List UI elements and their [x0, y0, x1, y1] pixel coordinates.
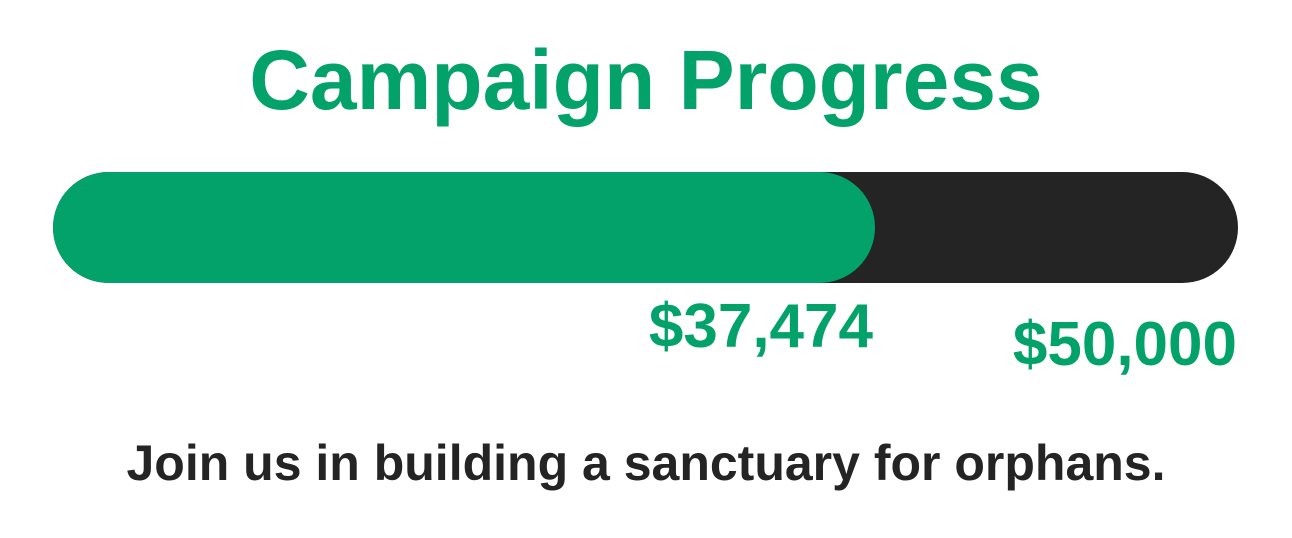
tagline: Join us in building a sanctuary for orph…: [126, 435, 1166, 491]
page-title: Campaign Progress: [249, 33, 1043, 127]
raised-amount: $37,474: [648, 292, 873, 361]
progress-bar: [53, 172, 1238, 283]
goal-amount: $50,000: [1012, 310, 1237, 379]
progress-bar-fill: [53, 172, 875, 283]
